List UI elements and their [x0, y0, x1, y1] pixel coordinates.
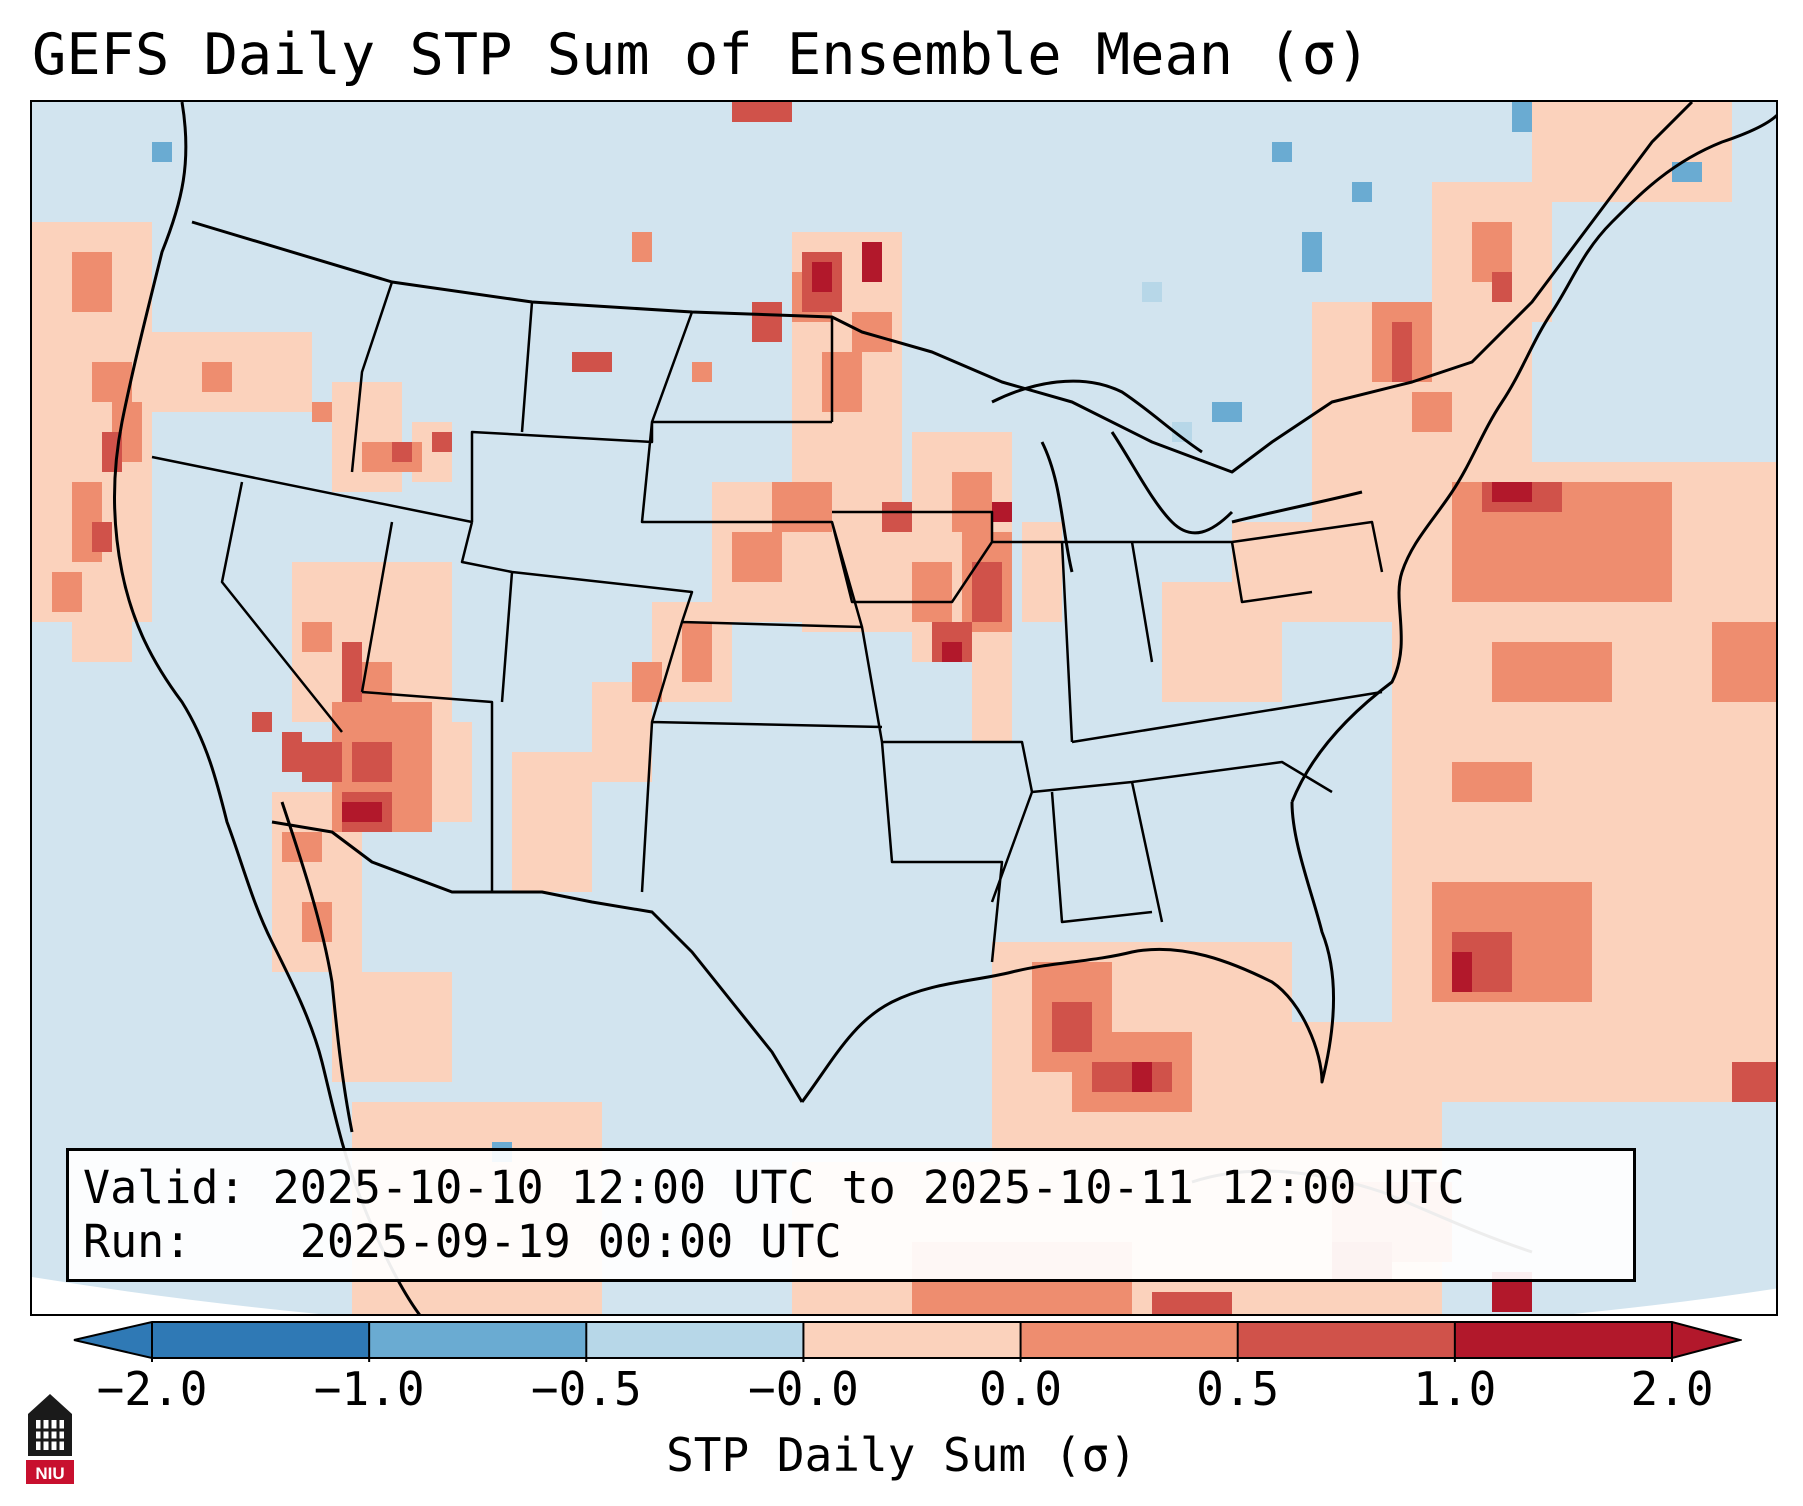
valid-time-box: Valid: 2025-10-10 12:00 UTC to 2025-10-1…: [66, 1148, 1636, 1282]
colorbar-segment: [1020, 1322, 1238, 1358]
pacific-coastline: [113, 102, 421, 1314]
colorbar-tick-label: −0.5: [530, 1362, 642, 1416]
colorbar-tick-label: 2.0: [1630, 1362, 1714, 1416]
boundaries: [113, 102, 1776, 1314]
colorbar-outline: [73, 1321, 1742, 1359]
map-svg: [32, 102, 1776, 1314]
colorbar-tick-label: −2.0: [96, 1362, 208, 1416]
colorbar-segment: [1454, 1322, 1672, 1358]
colorbar-segment: [586, 1322, 804, 1358]
map-title: GEFS Daily STP Sum of Ensemble Mean (σ): [32, 22, 1371, 88]
colorbar-ticks: [73, 1321, 1742, 1362]
colorbar-tick-label: −1.0: [313, 1362, 425, 1416]
great-lakes: [991, 379, 1363, 573]
atlantic-coast: [1290, 114, 1776, 803]
colorbar-tick-label: 0.5: [1196, 1362, 1280, 1416]
valid-row: Valid: 2025-10-10 12:00 UTC to 2025-10-1…: [83, 1161, 1619, 1215]
state-borders: [151, 281, 1384, 963]
colorbar-tick-label: 1.0: [1413, 1362, 1497, 1416]
colorbar-segment: [152, 1322, 370, 1358]
colorbar: [73, 1321, 1742, 1362]
colorbar-segment: [369, 1322, 587, 1358]
map-panel: [30, 100, 1778, 1316]
valid-label: Valid:: [83, 1161, 246, 1214]
logo-text: NIU: [35, 1464, 64, 1483]
colorbar-extend-low: [74, 1322, 152, 1358]
valid-value: 2025-10-10 12:00 UTC to 2025-10-11 12:00…: [272, 1161, 1465, 1214]
colorbar-segment: [1237, 1322, 1455, 1358]
colorbar-extend-high: [1672, 1322, 1740, 1358]
colorbar-segments: [74, 1322, 1740, 1358]
gulf-coast: [800, 801, 1335, 1103]
run-label: Run:: [83, 1215, 192, 1268]
niu-logo: NIU: [26, 1394, 74, 1484]
run-row: Run: 2025-09-19 00:00 UTC: [83, 1215, 1619, 1269]
run-value: 2025-09-19 00:00 UTC: [299, 1215, 842, 1268]
baja-coast: [280, 801, 354, 1133]
colorbar-tick-label: 0.0: [979, 1362, 1063, 1416]
colorbar-tick-label: −0.0: [748, 1362, 859, 1416]
colorbar-segment: [803, 1322, 1021, 1358]
us-mexico-border: [271, 820, 804, 1103]
colorbar-label: STP Daily Sum (σ): [666, 1428, 1137, 1482]
